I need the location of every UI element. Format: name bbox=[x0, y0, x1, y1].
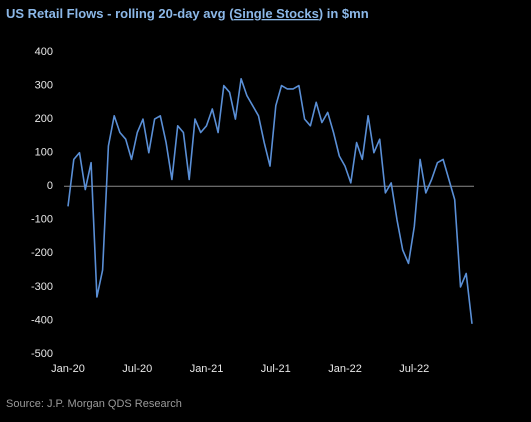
y-tick-label: -300 bbox=[31, 281, 53, 293]
x-tick-label: Jan-22 bbox=[328, 363, 362, 375]
x-tick-label: Jul-22 bbox=[399, 363, 429, 375]
y-tick-label: 0 bbox=[47, 180, 53, 192]
source-note: Source: J.P. Morgan QDS Research bbox=[6, 398, 182, 410]
title-part: ) in $mn bbox=[319, 6, 369, 21]
y-tick-label: -200 bbox=[31, 247, 53, 259]
y-tick-label: 200 bbox=[35, 113, 53, 125]
y-tick-label: -100 bbox=[31, 214, 53, 226]
y-tick-label: -500 bbox=[31, 348, 53, 360]
y-tick-label: 300 bbox=[35, 79, 53, 91]
y-tick-label: 400 bbox=[35, 46, 53, 58]
y-tick-label: 100 bbox=[35, 147, 53, 159]
series-line bbox=[67, 78, 473, 324]
x-tick-label: Jan-21 bbox=[190, 363, 224, 375]
chart-title: US Retail Flows - rolling 20-day avg (Si… bbox=[6, 6, 369, 21]
title-part: US Retail Flows - rolling 20-day avg ( bbox=[6, 6, 234, 21]
title-part: Single Stocks bbox=[234, 6, 319, 21]
x-tick-label: Jan-20 bbox=[51, 363, 85, 375]
x-tick-label: Jul-20 bbox=[122, 363, 152, 375]
x-tick-label: Jul-21 bbox=[261, 363, 291, 375]
y-tick-label: -400 bbox=[31, 314, 53, 326]
